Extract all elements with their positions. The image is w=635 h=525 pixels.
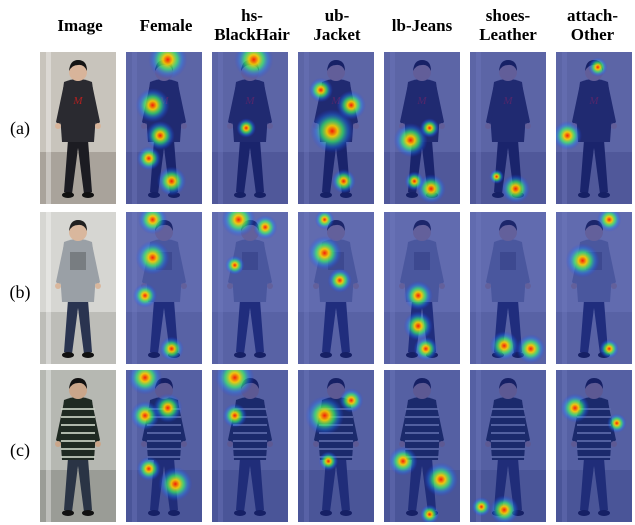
tile-c-ub-jacket xyxy=(298,370,374,522)
header-line: Female xyxy=(140,16,193,35)
tile-b-ub-jacket xyxy=(298,212,374,364)
tile-a-female: M xyxy=(126,52,202,204)
tile-b-lb-jeans xyxy=(384,212,460,364)
tile-b-hs-blackhair xyxy=(212,212,288,364)
header-line: hs- xyxy=(241,6,263,25)
svg-text:M: M xyxy=(72,95,83,107)
tile-c-hs-blackhair xyxy=(212,370,288,522)
column-header-image: Image xyxy=(40,0,120,50)
column-header-attach-other: attach- Other xyxy=(550,0,635,50)
tile-b-shoes-leather xyxy=(470,212,546,364)
tile-a-attach-other: M xyxy=(556,52,632,204)
tile-b-image xyxy=(40,212,116,364)
tile-a-lb-jeans: M xyxy=(384,52,460,204)
row-label-c: (c) xyxy=(0,440,40,461)
header-line: Leather xyxy=(479,25,537,44)
tile-c-shoes-leather xyxy=(470,370,546,522)
tile-b-attach-other xyxy=(556,212,632,364)
tile-b-female xyxy=(126,212,202,364)
header-line: lb-Jeans xyxy=(392,16,452,35)
header-line: BlackHair xyxy=(214,25,290,44)
header-line: ub- xyxy=(325,6,350,25)
tile-c-lb-jeans xyxy=(384,370,460,522)
tile-a-shoes-leather: M xyxy=(470,52,546,204)
tile-a-hs-blackhair: M xyxy=(212,52,288,204)
column-header-ub-jacket: ub- Jacket xyxy=(296,0,378,50)
header-line: Other xyxy=(571,25,614,44)
column-header-shoes-leather: shoes- Leather xyxy=(466,0,550,50)
tile-c-female xyxy=(126,370,202,522)
header-line: shoes- xyxy=(486,6,530,25)
tile-a-image: M xyxy=(40,52,116,204)
header-line: attach- xyxy=(567,6,618,25)
tile-c-image xyxy=(40,370,116,522)
tile-c-attach-other xyxy=(556,370,632,522)
row-label-a: (a) xyxy=(0,118,40,139)
column-header-lb-jeans: lb-Jeans xyxy=(378,0,466,50)
row-label-b: (b) xyxy=(0,282,40,303)
tile-a-ub-jacket: M xyxy=(298,52,374,204)
column-header-female: Female xyxy=(124,0,208,50)
column-header-hs-blackhair: hs- BlackHair xyxy=(208,0,296,50)
header-line: Jacket xyxy=(313,25,360,44)
header-line: Image xyxy=(57,16,102,35)
